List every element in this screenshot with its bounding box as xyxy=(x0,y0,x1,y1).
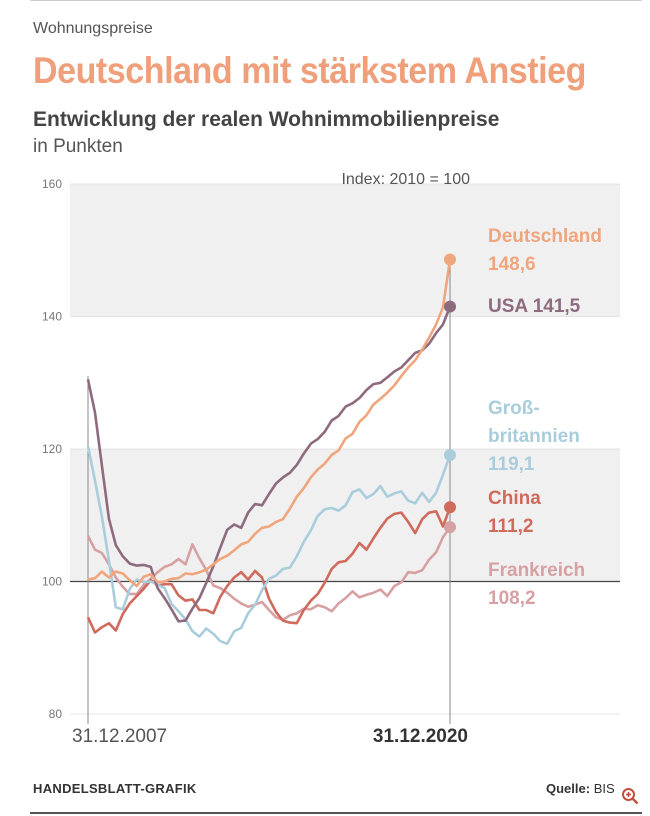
end-marker-usa xyxy=(444,300,456,313)
headline: Deutschland mit stärkstem Anstieg xyxy=(33,50,586,91)
top-rule xyxy=(30,0,642,7)
y-tick-label-100: 100 xyxy=(42,575,62,589)
source-label: Quelle: BIS xyxy=(546,781,615,796)
series-line-deutschland xyxy=(87,259,452,588)
series-line-grossbritannien xyxy=(86,446,452,646)
series-label-frankreich: Frankreich xyxy=(488,560,585,581)
index-note: Index: 2010 = 100 xyxy=(341,171,470,188)
series-value-china: 111,2 xyxy=(488,516,533,537)
series-label-grossbritannien-2: britannien xyxy=(488,426,580,447)
source-value: BIS xyxy=(593,781,615,796)
shaded-band-1 xyxy=(70,449,620,582)
zoom-in-icon[interactable] xyxy=(621,787,639,805)
chart-subtitle: Entwicklung der realen Wohnimmobilienpre… xyxy=(33,108,500,131)
series-label-deutschland: Deutschland xyxy=(488,226,602,247)
y-tick-label-80: 80 xyxy=(49,707,63,721)
line-chart: 80 100 120 140 160 Deutschland 148,6 USA 141,5… xyxy=(42,171,620,747)
publisher-label: HANDELSBLATT-GRAFIK xyxy=(33,781,197,796)
series-value-frankreich: 108,2 xyxy=(488,588,536,609)
unit-label: in Punkten xyxy=(33,136,123,157)
series-value-grossbritannien: 119,1 xyxy=(488,454,535,475)
series-value-deutschland: 148,6 xyxy=(488,254,536,275)
series-label-china: China xyxy=(488,488,541,509)
end-marker-china xyxy=(444,501,456,514)
source-prefix: Quelle: xyxy=(546,781,591,796)
shaded-band-0 xyxy=(70,184,620,317)
series-label-usa: USA 141,5 xyxy=(488,296,581,317)
bottom-rule xyxy=(30,812,642,814)
end-marker-deutschland xyxy=(444,253,456,266)
end-marker-grossbritannien xyxy=(444,448,456,461)
kicker: Wohnungspreise xyxy=(33,20,153,37)
x-tick-label-start: 31.12.2007 xyxy=(72,726,167,747)
series-line-usa xyxy=(86,306,452,623)
x-tick-label-end: 31.12.2020 xyxy=(373,726,468,747)
y-tick-label-140: 140 xyxy=(42,310,62,324)
series-label-grossbritannien-1: Groß- xyxy=(488,398,540,419)
y-tick-label-120: 120 xyxy=(42,442,62,456)
y-tick-label-160: 160 xyxy=(42,177,62,191)
end-marker-frankreich xyxy=(444,521,456,534)
series-line-china xyxy=(86,506,452,634)
